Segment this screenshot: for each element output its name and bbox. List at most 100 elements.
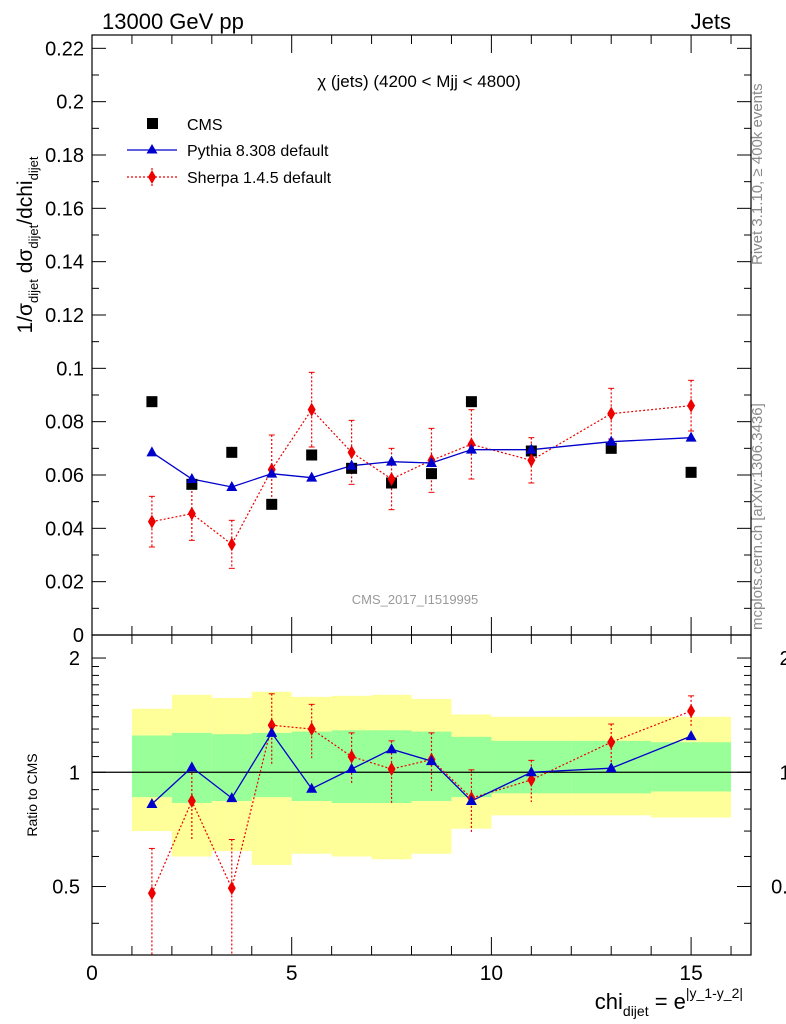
- ratio-tick-label-right: 1: [779, 762, 786, 784]
- cms-point: [266, 498, 278, 510]
- ratio-tick-label-right: 0.5: [771, 877, 786, 899]
- sherpa-ratio-point: [147, 886, 156, 901]
- pythia-ratio-point: [306, 782, 318, 793]
- legend: CMS Pythia 8.308 default Sherpa 1.4.5 de…: [127, 117, 332, 187]
- stat-uncertainty-band: [651, 742, 732, 792]
- y-tick-label: 0.1: [56, 358, 84, 380]
- top-panel-data: [146, 371, 697, 569]
- analysis-watermark: CMS_2017_I1519995: [352, 592, 479, 607]
- ratio-panel-ticks: 0 5 10 15 0.5 0.5 1 1 2 2: [52, 635, 786, 985]
- pythia-ratio-point: [685, 730, 697, 741]
- ratio-uncertainty-bands: [131, 691, 732, 865]
- pythia-ratio-line: [151, 731, 692, 805]
- pythia-ratio-point: [425, 755, 437, 766]
- stat-uncertainty-band: [211, 734, 252, 802]
- y-axis-label: 1/σdijet dσdijet/dchidijet: [14, 156, 41, 333]
- sherpa-ratio-point: [187, 794, 196, 809]
- chart-title: χ (jets) (4200 < Mjj < 4800): [317, 72, 521, 91]
- pythia-ratio-point: [525, 766, 537, 777]
- cms-point: [186, 478, 198, 490]
- sherpa-point: [687, 398, 696, 413]
- pythia-point: [605, 435, 617, 446]
- y-tick-label: 0: [73, 625, 84, 647]
- y-tick-label: 0.22: [45, 38, 84, 60]
- y-tick-label: 0.04: [45, 518, 84, 540]
- cms-point: [226, 446, 238, 458]
- sherpa-ratio-point: [607, 735, 616, 750]
- sherpa-ratio-point: [267, 718, 276, 733]
- y-tick-label: 0.08: [45, 412, 84, 434]
- pythia-point: [465, 443, 477, 454]
- sherpa-ratio-point: [527, 772, 536, 787]
- pythia-ratio-point: [465, 795, 477, 806]
- pythia-point: [306, 471, 318, 482]
- ratio-axis-label: Ratio to CMS: [24, 753, 40, 836]
- pythia-point: [386, 455, 398, 466]
- sherpa-point: [347, 445, 356, 460]
- pythia-point: [525, 443, 537, 454]
- top-panel-ticks: 0 0.02 0.04 0.06 0.08 0.1 0.12 0.14 0.16 0.18 0.2 0…: [45, 35, 751, 647]
- pythia-ratio-point: [605, 762, 617, 773]
- sherpa-ratio-point: [687, 704, 696, 719]
- sherpa-ratio-point: [227, 881, 236, 896]
- y-tick-label: 0.2: [56, 92, 84, 114]
- sherpa-point: [227, 537, 236, 552]
- pythia-point: [425, 457, 437, 467]
- y-tick-label: 0.14: [45, 252, 84, 274]
- sherpa-ratio-line: [151, 710, 692, 894]
- cms-point: [465, 396, 477, 408]
- pythia-ratio-point: [186, 761, 198, 772]
- pythia-point: [266, 467, 278, 478]
- pythia-ratio-point: [146, 797, 158, 808]
- y-tick-label: 0.06: [45, 465, 84, 487]
- legend-pythia-marker: [146, 144, 158, 154]
- y-tick-label: 0.12: [45, 305, 84, 327]
- cms-point: [605, 442, 617, 454]
- pythia-ratio-point: [226, 792, 238, 803]
- y-tick-label: 0.16: [45, 198, 84, 220]
- ratio-tick-label: 0.5: [52, 877, 80, 899]
- cms-point: [685, 466, 697, 478]
- sherpa-ratio-point: [307, 722, 316, 737]
- ratio-tick-label: 1: [69, 762, 80, 784]
- pythia-point: [146, 446, 158, 457]
- cms-point: [306, 449, 318, 461]
- sherpa-point: [527, 453, 536, 468]
- pythia-ratio-point: [346, 763, 358, 774]
- header-energy-label: 13000 GeV pp: [102, 9, 244, 34]
- pythia-point: [346, 459, 358, 470]
- pythia-point: [685, 431, 697, 442]
- pythia-line: [151, 437, 692, 488]
- y-tick-label: 0.02: [45, 572, 84, 594]
- sherpa-point: [187, 506, 196, 521]
- sherpa-point: [387, 472, 396, 486]
- legend-sherpa-marker: [148, 170, 156, 184]
- x-tick-label: 15: [679, 962, 702, 985]
- x-tick-label: 5: [286, 962, 298, 985]
- sherpa-point: [147, 514, 156, 529]
- sherpa-point: [607, 406, 616, 421]
- rivet-version-label: Rivet 3.1.10, ≥ 400k events: [749, 83, 766, 265]
- pythia-point: [186, 473, 198, 483]
- pythia-point: [226, 481, 238, 491]
- x-tick-label: 10: [480, 962, 503, 985]
- y-tick-label: 0.18: [45, 145, 84, 167]
- legend-pythia-label: Pythia 8.308 default: [187, 143, 329, 160]
- mcplots-label: mcplots.cern.ch [arXiv:1306.3436]: [749, 403, 766, 630]
- sherpa-line: [151, 405, 692, 546]
- ratio-tick-label-right: 2: [779, 648, 786, 670]
- ratio-panel-frame: [91, 634, 752, 956]
- stat-uncertainty-band: [451, 736, 492, 798]
- x-axis-label: chidijet = e|y_1-y_2|: [595, 985, 743, 1019]
- sherpa-ratio-point: [387, 762, 396, 777]
- legend-cms-marker: [147, 118, 158, 129]
- header-jets-label: Jets: [691, 9, 731, 34]
- pythia-ratio-point: [266, 726, 278, 737]
- ratio-tick-label: 2: [69, 648, 80, 670]
- sherpa-ratio-point: [347, 749, 356, 764]
- ratio-panel-data: [146, 693, 697, 955]
- x-tick-label: 0: [86, 962, 98, 985]
- cms-point: [425, 468, 437, 480]
- legend-sherpa-label: Sherpa 1.4.5 default: [187, 170, 332, 187]
